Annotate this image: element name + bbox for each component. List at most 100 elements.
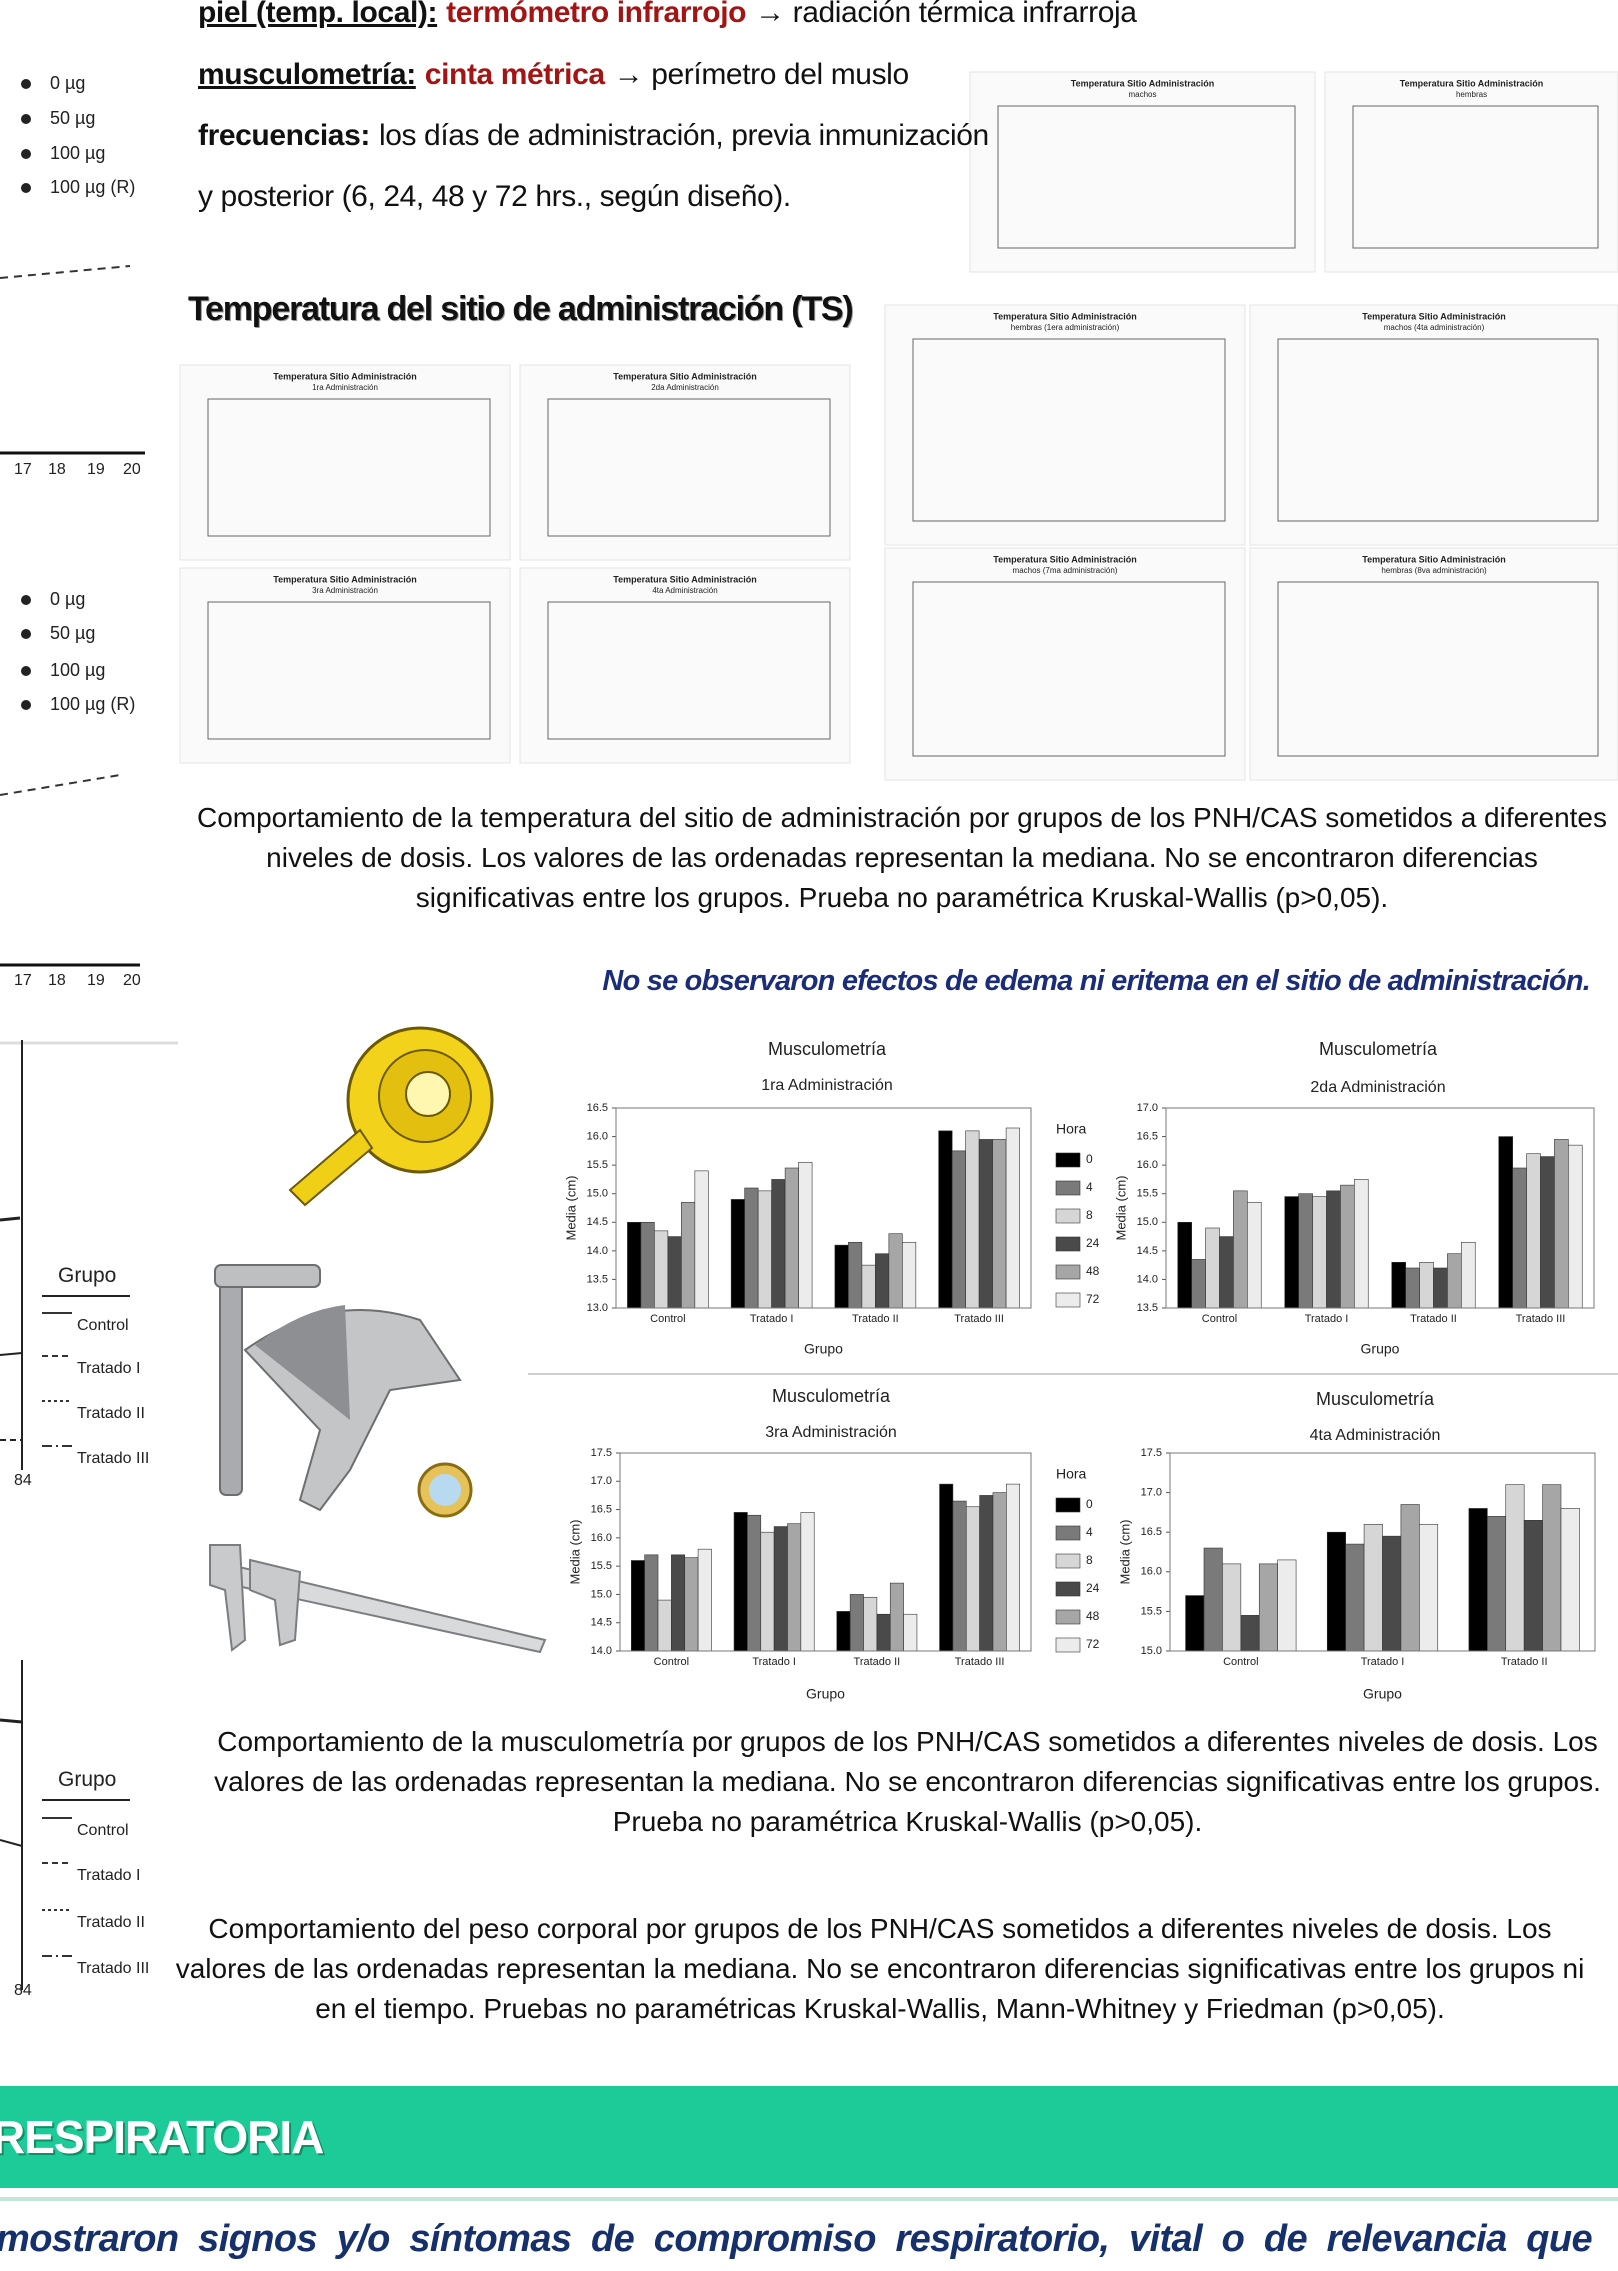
bar <box>848 1242 861 1308</box>
bar <box>1383 1536 1401 1651</box>
panel-subtitle: hembras (8va administración) <box>1381 566 1487 575</box>
bar <box>1222 1564 1240 1651</box>
legend-label: 4 <box>1086 1525 1093 1539</box>
legend-label: 0 <box>1086 1497 1093 1511</box>
temperature-panel: Temperatura Sitio Administraciónmachos (… <box>1250 305 1618 545</box>
y-tick-label: 13.5 <box>1137 1302 1158 1314</box>
bar <box>877 1614 890 1651</box>
bar <box>1364 1524 1382 1651</box>
temperature-panel: Temperatura Sitio Administraciónhembras … <box>885 305 1245 545</box>
axis-tick-label: 17 <box>14 972 32 990</box>
panel-background <box>970 72 1315 272</box>
bar <box>734 1512 747 1651</box>
chart-title: Musculometría <box>1319 1039 1438 1059</box>
bar <box>1204 1548 1222 1651</box>
bullet-text: y posterior (6, 24, 48 y 72 hrs., según … <box>198 180 791 213</box>
x-tick-label: Tratado III <box>954 1313 1004 1325</box>
bar <box>953 1501 966 1651</box>
bar <box>904 1614 917 1651</box>
temperature-panel: Temperatura Sitio Administración1ra Admi… <box>180 365 510 560</box>
bar <box>1541 1157 1555 1308</box>
y-tick-label: 16.0 <box>1141 1566 1162 1578</box>
bar <box>698 1549 711 1651</box>
legend-swatch <box>1056 1237 1080 1251</box>
bar <box>1392 1262 1406 1308</box>
section-rule <box>0 2197 1618 2201</box>
y-tick-label: 15.5 <box>591 1560 612 1572</box>
legend-marker <box>21 700 31 710</box>
legend-swatch <box>1056 1610 1080 1624</box>
bar <box>1554 1139 1568 1308</box>
bar <box>1278 1560 1296 1651</box>
legend-label: 8 <box>1086 1208 1093 1222</box>
bar <box>902 1242 915 1308</box>
panel-title: Temperatura Sitio Administración <box>613 371 757 381</box>
x-tick-label: Tratado I <box>752 1656 796 1668</box>
bar <box>1327 1532 1345 1651</box>
panel-background <box>1325 72 1618 272</box>
y-tick-label: 17.5 <box>591 1447 612 1459</box>
x-tick-label: Control <box>654 1656 689 1668</box>
bullet-text: → perímetro del muslo <box>614 58 909 91</box>
legend-swatch <box>1056 1265 1080 1279</box>
legend-title: Hora <box>1056 1466 1087 1482</box>
section-title: RESPIRATORIA <box>0 2110 323 2164</box>
bar <box>862 1265 875 1308</box>
legend-swatch <box>1056 1582 1080 1596</box>
bar <box>785 1168 798 1308</box>
legend-label: 72 <box>1086 1637 1100 1651</box>
panel-title: Temperatura Sitio Administración <box>613 574 757 584</box>
axis-tick-label: 19 <box>87 972 105 990</box>
legend-marker <box>21 114 31 124</box>
bar <box>1401 1504 1419 1651</box>
x-tick-label: Tratado II <box>1410 1313 1457 1325</box>
legend-label: 48 <box>1086 1264 1100 1278</box>
bar <box>799 1162 812 1308</box>
y-tick-label: 14.5 <box>587 1216 608 1228</box>
bar <box>1186 1596 1204 1651</box>
caliper-lens <box>429 1474 461 1506</box>
legend-label: 100 µg <box>50 660 105 681</box>
legend-label: 0 µg <box>50 73 85 94</box>
y-tick-label: 14.0 <box>587 1245 608 1257</box>
panel-subtitle: machos <box>1128 90 1156 99</box>
legend-swatch <box>1056 1153 1080 1167</box>
bar <box>761 1532 774 1651</box>
legend-swatch <box>1056 1498 1080 1512</box>
y-tick-label: 15.0 <box>587 1188 608 1200</box>
y-tick-label: 16.5 <box>587 1102 608 1114</box>
y-tick-label: 13.0 <box>587 1302 608 1314</box>
bullet-text: → radiación térmica infrarroja <box>755 0 1136 29</box>
axis-tick-label: 18 <box>48 461 66 479</box>
bullet-term: piel (temp. local): <box>198 0 437 29</box>
y-tick-label: 14.5 <box>591 1617 612 1629</box>
legend-label: 50 µg <box>50 108 95 129</box>
bar <box>850 1594 863 1651</box>
bar <box>835 1245 848 1308</box>
legend-title: Hora <box>1056 1121 1087 1137</box>
panel-background <box>180 568 510 763</box>
bullet-term: musculometría: <box>198 58 416 91</box>
y-tick-label: 16.5 <box>1141 1526 1162 1538</box>
fragment-line <box>0 1720 22 1722</box>
y-tick-label: 17.5 <box>1141 1447 1162 1459</box>
bar <box>1561 1508 1579 1651</box>
chart-subtitle: 2da Administración <box>1310 1079 1445 1096</box>
y-tick-label: 17.0 <box>1141 1487 1162 1499</box>
bar <box>1340 1185 1354 1308</box>
legend-label: Tratado II <box>77 1405 145 1423</box>
panel-subtitle: 4ta Administración <box>652 586 717 595</box>
fragment-line <box>0 775 120 795</box>
y-tick-label: 16.5 <box>591 1503 612 1515</box>
legend-label: Tratado II <box>77 1914 145 1932</box>
y-tick-label: 14.5 <box>1137 1245 1158 1257</box>
bar <box>1499 1137 1513 1308</box>
bar <box>1006 1484 1019 1651</box>
legend-label: 0 <box>1086 1152 1093 1166</box>
panel-title: Temperatura Sitio Administración <box>273 371 417 381</box>
bar <box>801 1512 814 1651</box>
bar <box>731 1199 744 1308</box>
bar <box>952 1151 965 1308</box>
bar <box>1406 1268 1420 1308</box>
